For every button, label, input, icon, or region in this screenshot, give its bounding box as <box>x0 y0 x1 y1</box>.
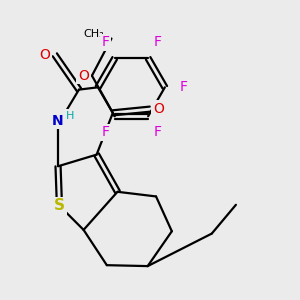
Text: F: F <box>101 125 110 140</box>
Text: CH₃: CH₃ <box>83 29 104 39</box>
Text: O: O <box>39 48 50 62</box>
Text: H: H <box>65 111 74 121</box>
Text: O: O <box>78 69 89 83</box>
Text: F: F <box>153 125 161 140</box>
Text: F: F <box>179 80 188 94</box>
Text: N: N <box>51 114 63 128</box>
Text: O: O <box>153 102 164 116</box>
Text: F: F <box>101 35 110 49</box>
Text: S: S <box>54 198 65 213</box>
Text: F: F <box>153 35 161 49</box>
